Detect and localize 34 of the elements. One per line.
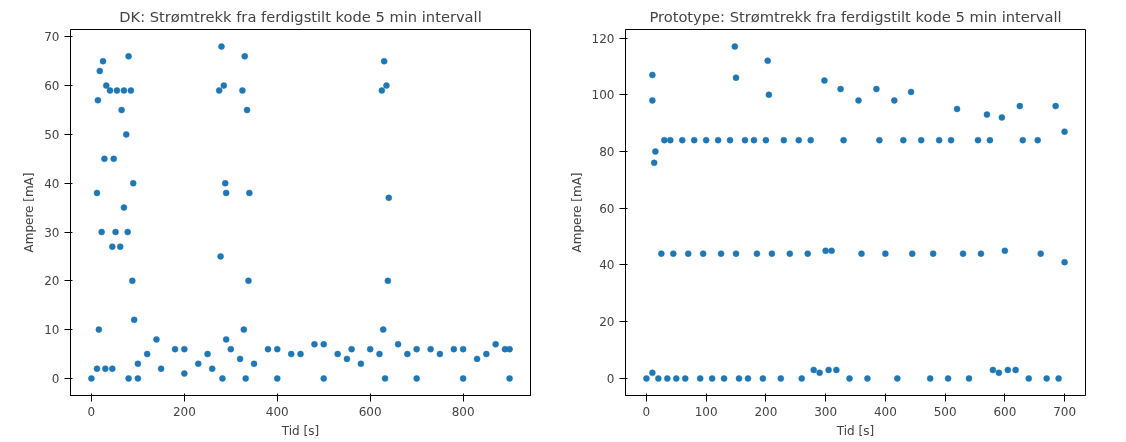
y-tick-label: 0 — [51, 371, 60, 386]
x-tick-label: 400 — [265, 404, 289, 419]
x-tick-label: 100 — [694, 404, 718, 419]
x-axis-title: Tid [s] — [280, 423, 320, 438]
x-tick-label: 600 — [358, 404, 382, 419]
x-tick-label: 200 — [172, 404, 196, 419]
y-tick-label: 20 — [44, 274, 60, 289]
y-tick-label: 30 — [44, 225, 60, 240]
x-tick-label: 0 — [87, 404, 96, 419]
x-tick-label: 500 — [933, 404, 957, 419]
x-axis-title: Tid [s] — [835, 423, 875, 438]
y-tick-label: 20 — [599, 315, 615, 330]
y-tick-label: 40 — [44, 176, 60, 191]
chart-title: DK: Strømtrekk fra ferdigstilt kode 5 min intervall — [119, 7, 482, 25]
y-tick-label: 70 — [44, 30, 60, 45]
y-tick-label: 120 — [591, 31, 615, 46]
y-tick-label: 60 — [44, 79, 60, 94]
x-tick-label: 200 — [754, 404, 778, 419]
y-tick-label: 40 — [599, 258, 615, 273]
x-tick-label: 0 — [642, 404, 651, 419]
y-axis-title: Ampere [mA] — [569, 172, 584, 253]
x-tick-label: 400 — [873, 404, 897, 419]
x-tick-label: 700 — [1053, 404, 1077, 419]
x-tick-label: 600 — [993, 404, 1017, 419]
y-tick-label: 80 — [599, 145, 615, 159]
y-axis-title: Ampere [mA] — [22, 172, 37, 253]
y-tick-label: 0 — [606, 371, 615, 386]
y-tick-label: 50 — [44, 127, 60, 142]
y-tick-label: 60 — [599, 201, 615, 216]
x-tick-label: 800 — [451, 404, 475, 419]
y-tick-label: 100 — [591, 88, 615, 103]
chart-title: Prototype: Strømtrekk fra ferdigstilt kode 5 min intervall — [649, 7, 1062, 25]
y-tick-label: 10 — [44, 323, 60, 338]
x-tick-label: 300 — [814, 404, 838, 419]
